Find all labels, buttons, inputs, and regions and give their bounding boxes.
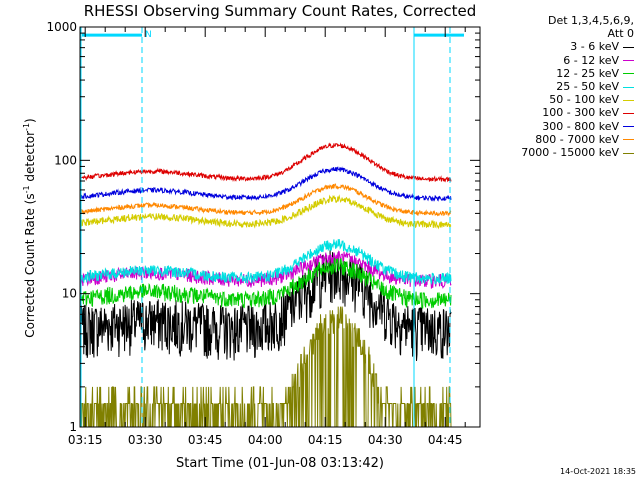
legend-item: 6 - 12 keV xyxy=(484,54,634,67)
legend-item: 50 - 100 keV xyxy=(484,93,634,106)
y-label-part-1: Corrected Count Rate (s xyxy=(23,193,37,337)
legend: Det 1,3,4,5,6,9, Att 0 3 - 6 keV 6 - 12 k… xyxy=(484,14,634,159)
x-tick-label: 03:15 xyxy=(68,433,103,447)
legend-swatch xyxy=(623,112,634,114)
y-label-part-3: ) xyxy=(23,118,37,123)
x-tick-label: 03:30 xyxy=(128,433,163,447)
y-tick-label: 100 xyxy=(54,153,77,167)
y-tick-label: 1000 xyxy=(46,20,77,34)
legend-item: 7000 - 15000 keV xyxy=(484,146,634,159)
legend-header-2: Att 0 xyxy=(607,27,634,41)
legend-swatch xyxy=(623,86,634,88)
y-label-exp-2: -1 xyxy=(22,123,31,131)
legend-swatch xyxy=(623,152,634,154)
x-axis-label: Start Time (01-Jun-08 03:13:42) xyxy=(176,456,384,471)
axis-layer: 1 10 100 1000 03:15 03:30 03:45 04:00 04:15 04:30… xyxy=(46,20,480,447)
y-label-exp-1: -1 xyxy=(22,185,31,193)
legend-item: 3 - 6 keV xyxy=(484,40,634,53)
x-tick-label: 04:15 xyxy=(308,433,343,447)
legend-swatch xyxy=(623,60,634,62)
series-layer xyxy=(79,142,452,428)
legend-item-label: 100 - 300 keV xyxy=(542,106,619,120)
legend-swatch xyxy=(623,126,634,128)
y-label-part-2: detector xyxy=(23,131,37,186)
legend-item-label: 300 - 800 keV xyxy=(542,119,619,133)
plot-frame xyxy=(79,26,481,428)
y-axis-label: Corrected Count Rate (s-1 detector-1) xyxy=(22,118,37,337)
legend-item-label: 12 - 25 keV xyxy=(556,66,619,80)
chart-title: RHESSI Observing Summary Count Rates, Co… xyxy=(84,2,477,20)
x-tick-label: 04:45 xyxy=(428,433,463,447)
legend-item-label: 6 - 12 keV xyxy=(563,53,619,67)
legend-swatch xyxy=(623,73,634,75)
legend-items: 3 - 6 keV 6 - 12 keV 12 - 25 keV 25 - 50 ke… xyxy=(484,40,634,159)
series-line-7 xyxy=(79,183,452,217)
legend-item-label: 800 - 7000 keV xyxy=(535,132,619,146)
x-tick-label: 04:00 xyxy=(248,433,283,447)
legend-header-1: Det 1,3,4,5,6,9, xyxy=(547,14,634,27)
legend-item: 12 - 25 keV xyxy=(484,67,634,80)
legend-item: 800 - 7000 keV xyxy=(484,133,634,146)
x-tick-label: 03:45 xyxy=(188,433,223,447)
y-tick-label: 10 xyxy=(62,287,77,301)
marker-layer: N xyxy=(80,27,464,427)
y-tick-label: 1 xyxy=(69,420,77,434)
legend-item: 300 - 800 keV xyxy=(484,120,634,133)
footer-timestamp: 14-Oct-2021 18:35 xyxy=(560,467,636,476)
series-line-5 xyxy=(79,142,452,183)
legend-swatch xyxy=(623,46,634,48)
flag-label: N xyxy=(145,30,152,40)
legend-item-label: 7000 - 15000 keV xyxy=(521,146,619,160)
legend-item-label: 3 - 6 keV xyxy=(570,40,619,54)
legend-item-label: 50 - 100 keV xyxy=(549,93,619,107)
legend-item: 100 - 300 keV xyxy=(484,106,634,119)
x-tick-label: 04:30 xyxy=(368,433,403,447)
legend-swatch xyxy=(623,139,634,141)
legend-item-label: 25 - 50 keV xyxy=(556,80,619,94)
legend-swatch xyxy=(623,99,634,101)
legend-item: 25 - 50 keV xyxy=(484,80,634,93)
